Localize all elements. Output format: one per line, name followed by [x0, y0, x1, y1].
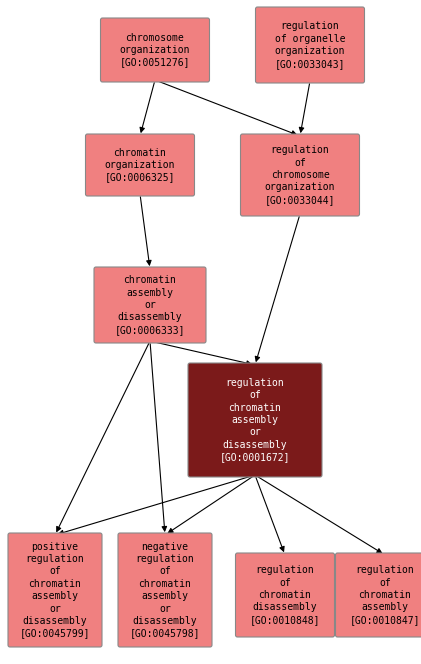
FancyBboxPatch shape	[85, 134, 195, 196]
Text: regulation
of
chromatin
assembly
[GO:0010847]: regulation of chromatin assembly [GO:001…	[350, 565, 420, 625]
FancyBboxPatch shape	[94, 267, 206, 343]
Text: regulation
of
chromatin
disassembly
[GO:0010848]: regulation of chromatin disassembly [GO:…	[250, 565, 320, 625]
Text: negative
regulation
of
chromatin
assembly
or
disassembly
[GO:0045798]: negative regulation of chromatin assembl…	[130, 542, 200, 638]
FancyBboxPatch shape	[8, 533, 102, 647]
FancyBboxPatch shape	[240, 134, 360, 216]
FancyBboxPatch shape	[336, 553, 421, 637]
FancyBboxPatch shape	[235, 553, 335, 637]
Text: regulation
of
chromatin
assembly
or
disassembly
[GO:0001672]: regulation of chromatin assembly or disa…	[220, 378, 290, 462]
Text: regulation
of organelle
organization
[GO:0033043]: regulation of organelle organization [GO…	[275, 21, 345, 68]
Text: chromatin
assembly
or
disassembly
[GO:0006333]: chromatin assembly or disassembly [GO:00…	[115, 275, 185, 335]
FancyBboxPatch shape	[118, 533, 212, 647]
Text: chromosome
organization
[GO:0051276]: chromosome organization [GO:0051276]	[120, 33, 190, 68]
Text: positive
regulation
of
chromatin
assembly
or
disassembly
[GO:0045799]: positive regulation of chromatin assembl…	[20, 542, 90, 638]
Text: regulation
of
chromosome
organization
[GO:0033044]: regulation of chromosome organization [G…	[265, 145, 335, 205]
FancyBboxPatch shape	[256, 7, 365, 83]
FancyBboxPatch shape	[188, 363, 322, 477]
FancyBboxPatch shape	[101, 18, 210, 82]
Text: chromatin
organization
[GO:0006325]: chromatin organization [GO:0006325]	[105, 147, 175, 183]
